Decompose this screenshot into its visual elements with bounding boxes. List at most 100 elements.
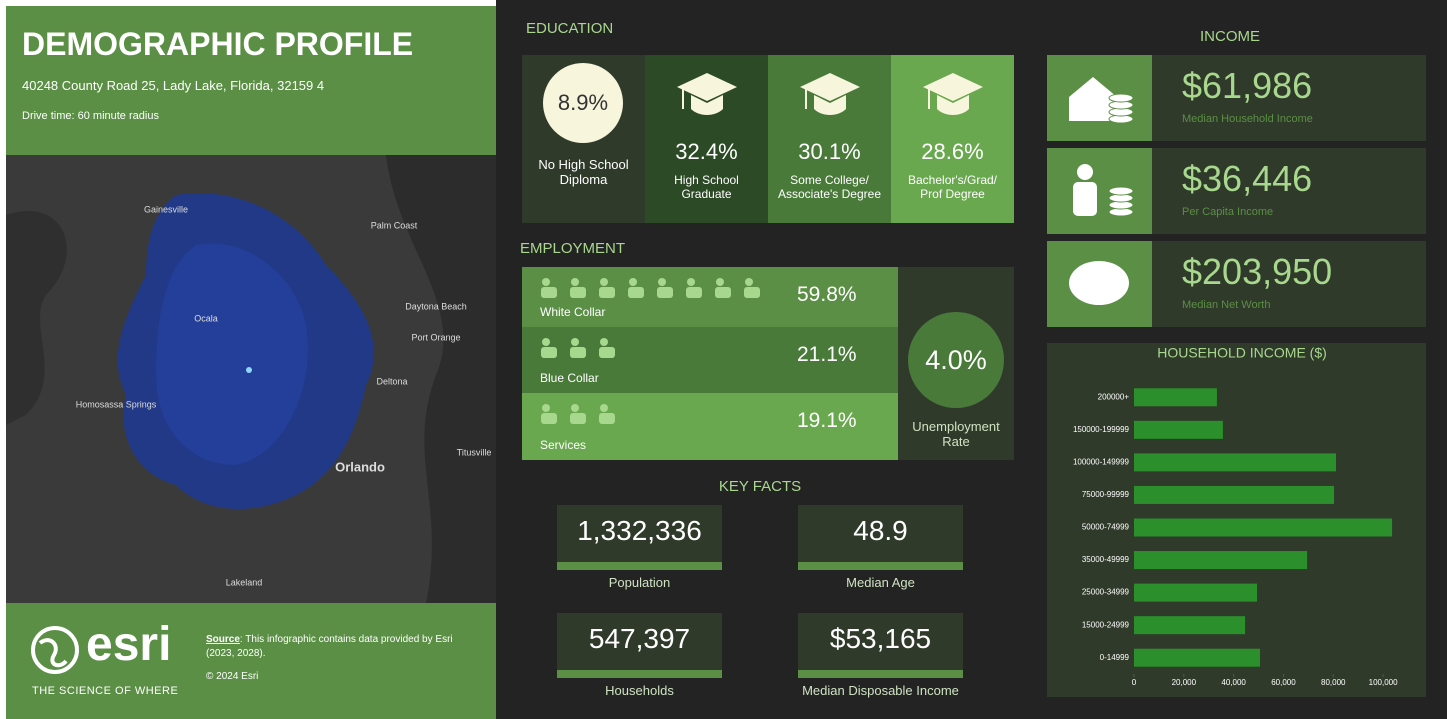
key-fact-value: $53,165 [829,623,932,654]
education-box: 32.4% High School Graduate [645,55,768,223]
bar [1134,518,1393,537]
footer: esri THE SCIENCE OF WHERE Source: This i… [6,603,496,719]
key-fact-label: Median Age [846,575,915,590]
household-income-chart: HOUSEHOLD INCOME ($) 0 20,000 40,000 60,000… [1047,343,1426,697]
section-title: EMPLOYMENT [520,240,626,257]
cap-base [691,95,723,115]
x-tick-label: 20,000 [1172,678,1197,687]
key-fact-box: 1,332,336 [557,505,722,570]
head [542,338,550,346]
graduation-cap-icon [923,73,983,115]
head [600,404,608,412]
worker-icon [599,338,615,358]
education-box: 8.9% No High School Diploma [522,55,645,223]
logo: esri [86,618,172,671]
bar [1134,583,1258,602]
body [541,347,557,358]
income-icon [1069,77,1134,124]
coin [1108,93,1134,103]
y-tick-label: 0-14999 [1100,653,1130,662]
header: DEMOGRAPHIC PROFILE 40248 County Road 25… [6,6,496,155]
map-label: Port Orange [411,332,460,342]
bar [1134,453,1337,472]
head [658,278,666,286]
map: Gainesville Palm Coast Ocala Daytona Beach P… [6,155,496,603]
worker-icon [686,278,702,298]
map-label: Gainesville [144,204,188,214]
map-label: Titusville [457,447,492,457]
y-tick-label: 75000-99999 [1082,490,1130,499]
y-tick-label: 100000-149999 [1073,457,1130,466]
map-label: Lakeland [226,577,263,587]
tagline: THE SCIENCE OF WHERE [32,685,179,697]
y-tick-label: 200000+ [1098,392,1130,401]
map-label: Orlando [335,459,385,474]
source: Source: This infographic contains data p… [206,633,476,661]
map-label: Deltona [376,376,407,386]
title: DEMOGRAPHIC PROFILE [22,26,414,62]
key-fact-label: Population [608,575,671,590]
employment-value: 19.1% [797,409,857,432]
head [687,278,695,286]
x-tick-label: 80,000 [1321,678,1346,687]
worker-icon [541,278,557,298]
body [715,287,731,298]
section-title: EDUCATION [526,20,614,37]
employment-label: Blue Collar [540,371,599,385]
y-tick-label: 150000-199999 [1073,425,1130,434]
income-icon-box [1047,241,1152,327]
cap-base [937,95,969,115]
x-tick-label: 40,000 [1221,678,1246,687]
head [716,278,724,286]
head [542,278,550,286]
x-tick-label: 100,000 [1369,678,1398,687]
education-box: 28.6% Bachelor's/Grad/ Prof Degree [891,55,1014,223]
body [628,287,644,298]
key-fact-box: 48.9 [798,505,963,570]
unemployment-value: 4.0% [908,312,1004,408]
worker-icon [715,278,731,298]
income-icon [1073,164,1134,217]
income-box: $203,950 Median Net Worth [1152,241,1426,327]
income-icon-box [1047,148,1152,234]
cap-base [814,95,846,115]
worker-icon [744,278,760,298]
worker-icon [570,278,586,298]
copyright: © 2024 Esri [206,671,259,682]
map-label: Palm Coast [371,220,418,230]
income-label: Median Household Income [1182,113,1313,125]
worker-icon [541,338,557,358]
head [629,278,637,286]
bar [1134,420,1223,439]
income-value: $203,950 [1182,251,1333,292]
x-tick-label: 60,000 [1271,678,1296,687]
head [571,338,579,346]
bar [1134,616,1246,635]
section-title: KEY FACTS [718,478,802,495]
bar [1134,551,1308,570]
section-title: INCOME [1200,28,1260,45]
coin [1108,186,1134,196]
piggy-bank [1069,261,1129,305]
worker-icon [599,404,615,424]
body [744,287,760,298]
globe-icon [31,626,79,674]
house [1069,77,1117,121]
key-fact-value: 48.9 [853,515,908,546]
education-value: 28.6% [921,139,984,164]
drive-time: Drive time: 60 minute radius [22,110,159,122]
unemployment-label: Unemployment Rate [912,419,1000,449]
education-label: No High School Diploma [538,157,629,187]
worker-icon [599,278,615,298]
bar [1134,648,1261,667]
income-box: $36,446 Per Capita Income [1152,148,1426,234]
source-label: Source [206,634,240,645]
body [570,287,586,298]
worker-icon [628,278,644,298]
body [599,287,615,298]
y-tick-label: 35000-49999 [1082,555,1130,564]
source-text: : This infographic contains data provide… [206,634,453,659]
employment-row: White Collar 59.8% [522,267,898,327]
income-label: Per Capita Income [1182,206,1274,218]
